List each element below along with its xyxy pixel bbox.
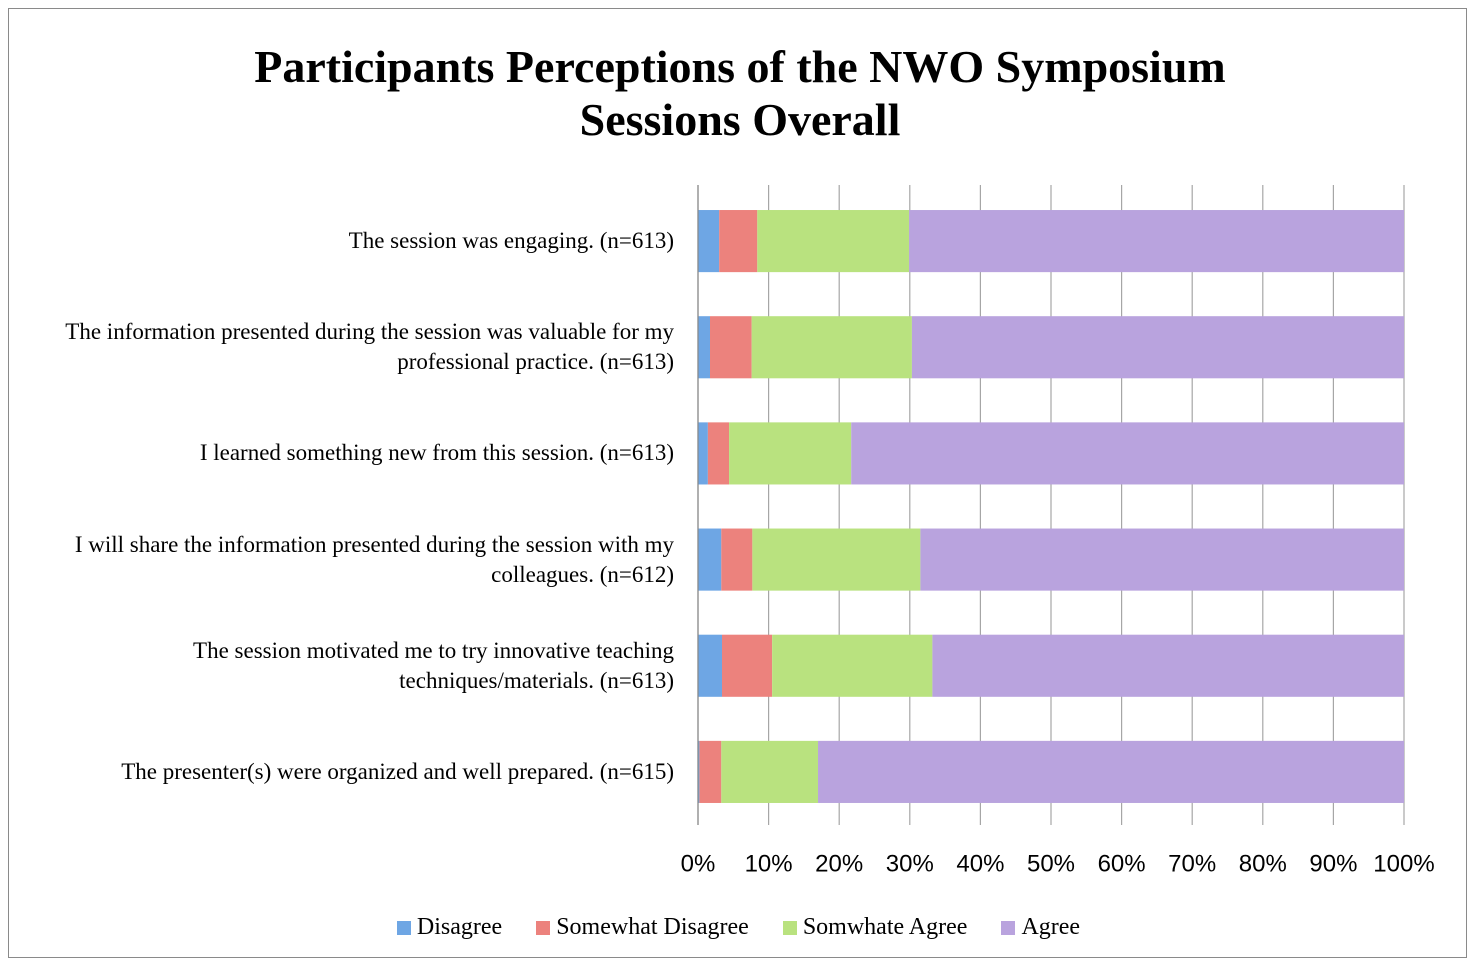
x-tick-label: 100%	[1373, 850, 1434, 877]
bar-segment	[721, 528, 753, 591]
bar-segment	[752, 528, 921, 591]
legend-item: Disagree	[396, 914, 503, 941]
x-tick-label: 60%	[1098, 850, 1146, 877]
bar-segment	[721, 740, 819, 803]
x-tick-label: 10%	[745, 850, 793, 877]
bar-segment	[729, 422, 852, 485]
legend-swatch	[1001, 920, 1016, 935]
y-tick-label: The session was engaging. (n=613)	[348, 228, 674, 254]
legend-item: Somwhate Agree	[782, 914, 968, 941]
bar-segment	[851, 422, 1404, 485]
bar-segment	[698, 528, 722, 591]
chart-frame	[8, 8, 1467, 958]
x-tick-label: 80%	[1239, 850, 1287, 877]
x-tick-label: 20%	[815, 850, 863, 877]
y-tick-label: I learned something new from this sessio…	[199, 440, 674, 466]
legend-swatch	[396, 920, 411, 935]
y-tick-label: The presenter(s) were organized and well…	[121, 758, 674, 784]
bar-segment	[920, 528, 1404, 591]
bar-segment	[698, 210, 720, 273]
bar-segment	[911, 316, 1404, 379]
y-tick-label: The session motivated me to try innovati…	[193, 637, 674, 693]
x-tick-label: 90%	[1309, 850, 1357, 877]
bar-segment	[698, 740, 700, 803]
bar-segment	[909, 210, 1404, 273]
bar-segment	[698, 634, 723, 697]
x-tick-label: 50%	[1027, 850, 1075, 877]
legend: Disagree Somewhat Disagree Somwhate Agree A…	[0, 914, 1477, 941]
bar-segment	[698, 316, 711, 379]
bar-segment	[757, 210, 910, 273]
legend-label: Somwhate Agree	[802, 914, 968, 940]
legend-label: Somewhat Disagree	[556, 914, 749, 940]
y-tick-label: I will share the information presented d…	[74, 531, 674, 587]
bar-segment	[751, 316, 912, 379]
bar-segment	[772, 634, 933, 697]
bar-segment	[710, 316, 752, 379]
bar-segment	[818, 740, 1404, 803]
bar-segment	[707, 422, 730, 485]
legend-item: Agree	[1001, 914, 1080, 941]
legend-item: Somewhat Disagree	[536, 914, 749, 941]
legend-swatch	[536, 920, 551, 935]
legend-swatch	[782, 920, 797, 935]
bar-segment	[719, 210, 758, 273]
x-tick-label: 40%	[956, 850, 1004, 877]
bar-segment	[722, 634, 773, 697]
bar-segment	[932, 634, 1404, 697]
x-tick-label: 0%	[681, 850, 716, 877]
bar-segment	[699, 740, 722, 803]
chart-title: Participants Perceptions of the NWO Symp…	[254, 41, 1226, 145]
legend-label: Disagree	[416, 914, 503, 940]
x-tick-label: 30%	[886, 850, 934, 877]
bar-segment	[698, 422, 708, 485]
y-tick-label: The information presented during the ses…	[65, 319, 674, 375]
x-tick-label: 70%	[1168, 850, 1216, 877]
legend-label: Agree	[1021, 914, 1081, 940]
